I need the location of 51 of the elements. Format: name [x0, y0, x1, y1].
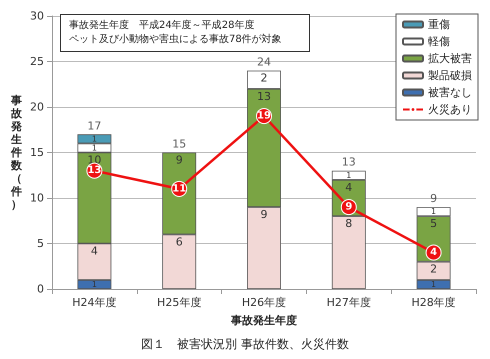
- data-label: 8: [345, 217, 352, 230]
- y-tick-label: 15: [30, 146, 44, 159]
- data-label: 2: [260, 72, 268, 85]
- total-label: 9: [430, 192, 438, 206]
- data-label: 19: [257, 110, 271, 122]
- x-tick-label: H27年度: [326, 296, 371, 309]
- data-label: 4: [430, 247, 438, 258]
- x-axis-title: 事故発生年度: [230, 314, 297, 327]
- data-label: 2: [430, 262, 438, 276]
- annotation: 事故発生年度 平成24年度～平成28年度: [69, 19, 256, 33]
- data-label: 5: [430, 217, 438, 230]
- data-label: 6: [176, 235, 183, 248]
- total-label: 15: [172, 138, 186, 150]
- x-tick-label: H25年度: [157, 296, 202, 309]
- data-label: 1: [92, 143, 97, 152]
- data-label: 13: [87, 165, 102, 176]
- legend-label: 製品破損: [428, 69, 472, 82]
- data-label: 11: [172, 183, 186, 194]
- x-tick-label: H28年度: [411, 296, 456, 309]
- data-label: 9: [345, 202, 352, 213]
- data-label: 9: [260, 208, 268, 222]
- note-box: 事故発生年度 平成24年度～平成28年度 ペット及び小動物や害虫による事故78件が対象: [60, 14, 310, 52]
- text: 図１ 被害状況別 事故件数、火災件数: [141, 337, 349, 351]
- data-label: 9: [176, 154, 183, 166]
- data-label: 4: [345, 180, 352, 194]
- data-label: 1: [92, 134, 97, 144]
- legend-label: 軽傷: [428, 35, 450, 48]
- data-label: 10: [87, 154, 102, 166]
- x-tick-label: H24年度: [72, 296, 117, 309]
- y-tick-label: 5: [37, 237, 44, 250]
- y-tick-label: 30: [30, 10, 44, 22]
- y-tick-label: 10: [30, 192, 44, 204]
- total-label: 13: [342, 156, 356, 169]
- total-label: 17: [87, 119, 102, 132]
- data-label: 13: [257, 90, 271, 103]
- y-tick-label: 25: [30, 55, 44, 68]
- legend-label: 被害なし: [428, 86, 472, 99]
- data-label: 1: [346, 170, 352, 180]
- text: 事故発生件数（件）: [11, 94, 22, 211]
- data-label: 1: [431, 280, 436, 289]
- total-label: 24: [257, 56, 271, 69]
- legend-label: 重傷: [428, 18, 450, 31]
- y-tick-label: 20: [30, 100, 44, 114]
- y-tick-label: 0: [37, 282, 44, 296]
- legend-label: 拡大被害: [428, 52, 472, 65]
- data-label: 1: [92, 280, 97, 289]
- data-label: 1: [431, 207, 436, 216]
- legend-label: 火災あり: [428, 103, 472, 116]
- data-label: 4: [90, 244, 98, 258]
- annotation: ペット及び小動物や害虫による事故78件が対象: [69, 33, 283, 47]
- x-tick-label: H26年度: [242, 296, 286, 309]
